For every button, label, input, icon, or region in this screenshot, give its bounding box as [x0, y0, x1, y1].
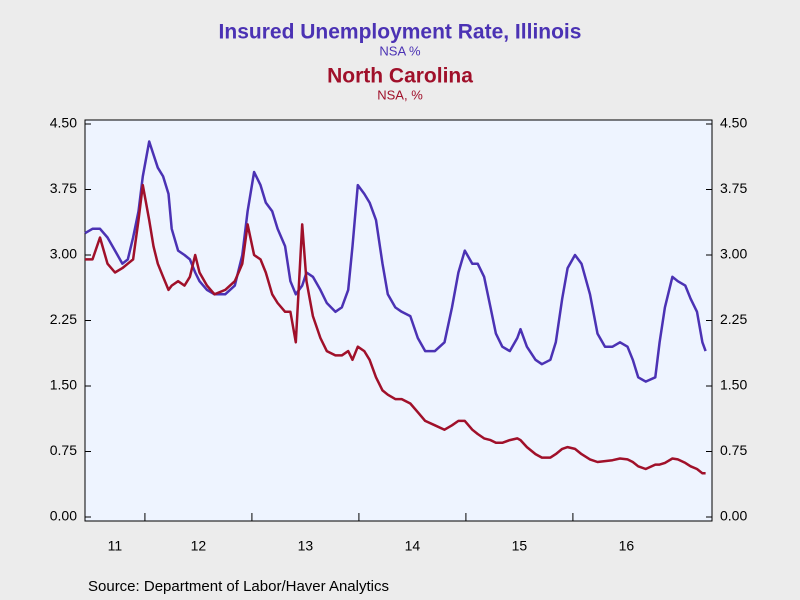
- x-tick-label: 11: [108, 538, 123, 554]
- x-tick-label: 14: [405, 538, 421, 554]
- y-tick-label: 2.25: [50, 311, 77, 327]
- x-tick-label: 16: [619, 538, 635, 554]
- line-series: [84, 140, 707, 383]
- x-tick-label: 13: [298, 538, 314, 554]
- y-tick-label: 1.50: [50, 377, 77, 393]
- unit-illinois: NSA %: [379, 43, 421, 58]
- plot-area: [84, 119, 713, 522]
- y2-tick-label: 0.75: [720, 442, 747, 458]
- y2-tick-label: 0.00: [720, 508, 747, 524]
- y2-tick-label: 2.25: [720, 311, 747, 327]
- y2-tick-label: 3.00: [720, 246, 747, 262]
- title-nc: North Carolina: [327, 65, 473, 88]
- y-tick-label: 3.75: [50, 180, 77, 196]
- title-illinois: Insured Unemployment Rate, Illinois: [219, 21, 582, 44]
- y2-tick-label: 3.75: [720, 180, 747, 196]
- line-series: [85, 183, 706, 475]
- y-tick-label: 3.00: [50, 246, 77, 262]
- y2-tick-label: 1.50: [720, 377, 747, 393]
- y-tick-label: 0.75: [50, 442, 77, 458]
- source: Source: Department of Labor/Haver Analyt…: [88, 578, 389, 595]
- y2-tick-label: 4.50: [720, 115, 747, 131]
- y-tick-label: 4.50: [50, 115, 77, 131]
- x-tick-label: 12: [191, 538, 207, 554]
- y-tick-label: 0.00: [50, 508, 77, 524]
- x-tick-label: 15: [512, 538, 528, 554]
- unit-nc: NSA, %: [377, 87, 423, 102]
